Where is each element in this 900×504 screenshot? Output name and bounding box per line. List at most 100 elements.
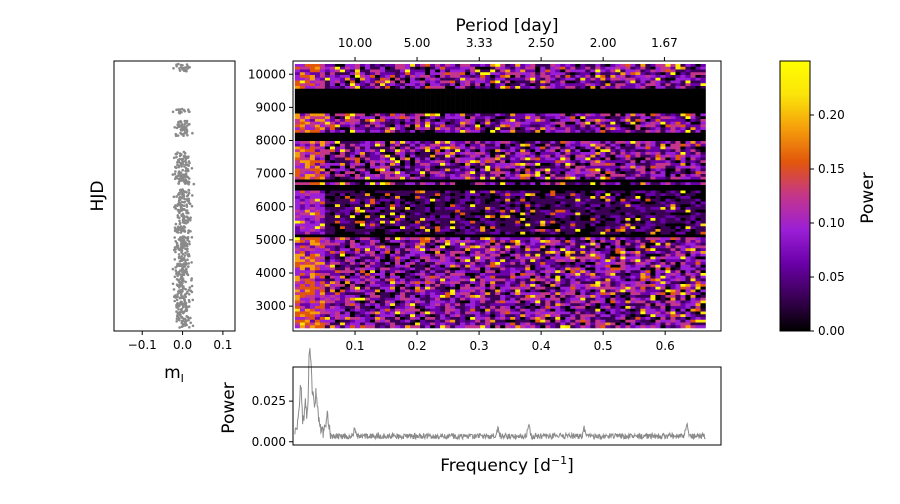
periodogram-cell [515,155,520,158]
periodogram-cell [570,204,575,207]
periodogram-cell [385,67,390,70]
periodogram-cell [660,111,665,114]
periodogram-cell [635,97,640,100]
periodogram-cell [410,185,415,188]
periodogram-cell [355,78,360,81]
periodogram-cell [450,103,455,106]
periodogram-cell [690,75,695,78]
periodogram-cell [380,78,385,81]
periodogram-cell [375,133,380,136]
periodogram-cell [310,141,315,144]
periodogram-cell [370,147,375,150]
periodogram-cell [315,108,320,111]
periodogram-cell [505,144,510,147]
periodogram-cell [415,130,420,133]
periodogram-cell [525,105,530,108]
periodogram-cell [425,149,430,152]
periodogram-cell [465,207,470,210]
periodogram-cell [325,130,330,133]
periodogram-cell [515,86,520,89]
periodogram-cell [390,166,395,169]
periodogram-cell [395,111,400,114]
periodogram-cell [645,75,650,78]
periodogram-cell [495,136,500,139]
periodogram-cell [455,78,460,81]
periodogram-cell [645,83,650,86]
periodogram-cell [620,75,625,78]
periodogram-cell [600,122,605,125]
periodogram-cell [570,202,575,205]
periodogram-cell [580,147,585,150]
periodogram-cell [640,202,645,205]
periodogram-cell [560,171,565,174]
light-curve-point [178,304,181,307]
periodogram-cell [530,89,535,92]
periodogram-cell [655,204,660,207]
periodogram-cell [530,133,535,136]
periodogram-cell [365,133,370,136]
periodogram-cell [320,188,325,191]
periodogram-cell [370,83,375,86]
periodogram-cell [650,94,655,97]
periodogram-cell [565,89,570,92]
periodogram-cell [645,141,650,144]
periodogram-cell [365,202,370,205]
periodogram-cell [675,169,680,172]
periodogram-cell [630,111,635,114]
periodogram-cell [555,111,560,114]
periodogram-cell [310,147,315,150]
periodogram-cell [500,116,505,119]
periodogram-cell [690,83,695,86]
periodogram-cell [300,204,305,207]
periodogram-cell [405,64,410,67]
periodogram-cell [440,127,445,130]
periodogram-cell [590,141,595,144]
periodogram-cell [635,67,640,70]
periodogram-cell [490,202,495,205]
periodogram-cell [530,171,535,174]
periodogram-cell [635,127,640,130]
periodogram-cell [390,149,395,152]
periodogram-cell [500,94,505,97]
periodogram-cell [405,78,410,81]
periodogram-cell [615,147,620,150]
periodogram-cell [400,202,405,205]
periodogram-cell [425,114,430,117]
periodogram-cell [530,70,535,73]
periodogram-cell [450,196,455,199]
periodogram-cell [505,119,510,122]
periodogram-cell [550,155,555,158]
periodogram-cell [605,155,610,158]
periodogram-cell [650,149,655,152]
periodogram-cell [455,207,460,210]
periodogram-cell [610,72,615,75]
periodogram-cell [375,182,380,185]
periodogram-cell [540,191,545,194]
periodogram-cell [400,116,405,119]
periodogram-cell [390,193,395,196]
periodogram-cell [580,64,585,67]
periodogram-cell [365,70,370,73]
periodogram-cell [460,160,465,163]
periodogram-cell [530,75,535,78]
periodogram-cell [370,97,375,100]
periodogram-cell [675,158,680,161]
periodogram-cell [600,108,605,111]
periodogram-cell [685,182,690,185]
periodogram-cell [510,114,515,117]
periodogram-cell [565,94,570,97]
periodogram-cell [625,191,630,194]
periodogram-cell [350,97,355,100]
periodogram-cell [655,130,660,133]
periodogram-cell [415,141,420,144]
light-curve-point [178,166,181,169]
periodogram-cell [520,204,525,207]
periodogram-cell [505,86,510,89]
periodogram-cell [385,86,390,89]
periodogram-cell [395,108,400,111]
periodogram-cell [615,136,620,139]
periodogram-cell [310,100,315,103]
periodogram-cell [525,92,530,95]
periodogram-cell [345,97,350,100]
periodogram-cell [320,149,325,152]
